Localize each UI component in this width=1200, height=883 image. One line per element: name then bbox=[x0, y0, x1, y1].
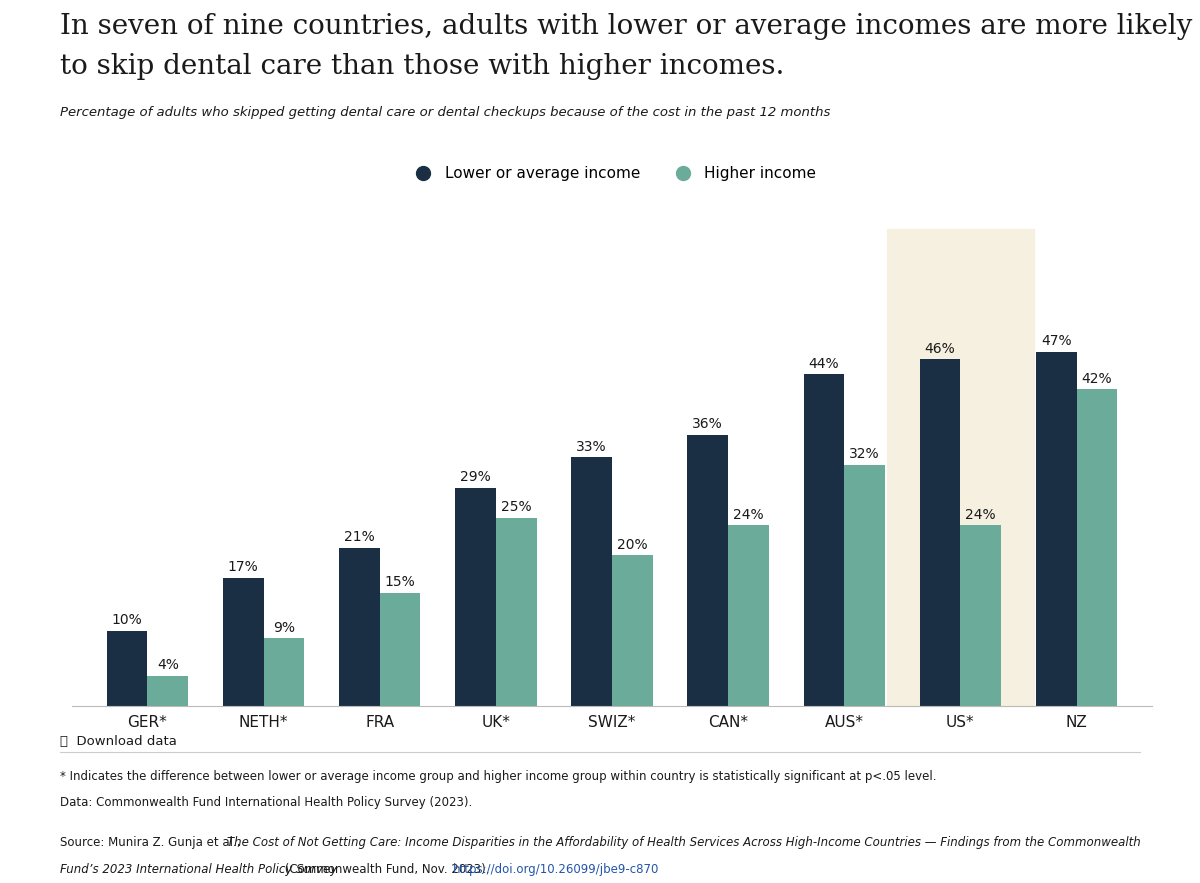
Text: 21%: 21% bbox=[344, 530, 374, 544]
Text: 44%: 44% bbox=[809, 357, 839, 371]
Bar bbox=[1076, 389, 1117, 706]
Text: 33%: 33% bbox=[576, 440, 607, 454]
Text: Fund’s 2023 International Health Policy Survey: Fund’s 2023 International Health Policy … bbox=[60, 863, 337, 876]
Text: 24%: 24% bbox=[733, 508, 763, 522]
Bar bbox=[845, 465, 884, 706]
Legend: Lower or average income, Higher income: Lower or average income, Higher income bbox=[408, 166, 816, 181]
Text: 46%: 46% bbox=[925, 342, 955, 356]
Text: 24%: 24% bbox=[965, 508, 996, 522]
Text: 47%: 47% bbox=[1040, 334, 1072, 348]
Text: 4%: 4% bbox=[157, 659, 179, 673]
Text: Percentage of adults who skipped getting dental care or dental checkups because : Percentage of adults who skipped getting… bbox=[60, 106, 830, 119]
Bar bbox=[340, 548, 379, 706]
Bar bbox=[148, 676, 188, 706]
Bar bbox=[1036, 351, 1076, 706]
Text: 29%: 29% bbox=[460, 470, 491, 484]
Bar bbox=[728, 525, 769, 706]
Text: 15%: 15% bbox=[385, 576, 415, 590]
Text: ⤓  Download data: ⤓ Download data bbox=[60, 735, 176, 748]
Bar bbox=[264, 638, 305, 706]
Bar bbox=[455, 487, 496, 706]
Bar bbox=[107, 631, 148, 706]
Text: https://doi.org/10.26099/jbe9-c870: https://doi.org/10.26099/jbe9-c870 bbox=[454, 863, 660, 876]
Bar bbox=[887, 230, 1033, 706]
Text: 36%: 36% bbox=[692, 417, 724, 431]
Bar bbox=[612, 555, 653, 706]
Text: Source: Munira Z. Gunja et al.,: Source: Munira Z. Gunja et al., bbox=[60, 836, 245, 849]
Bar bbox=[223, 578, 264, 706]
Text: 32%: 32% bbox=[850, 447, 880, 461]
Text: 9%: 9% bbox=[272, 621, 295, 635]
Bar bbox=[804, 374, 845, 706]
Text: 10%: 10% bbox=[112, 613, 143, 627]
Bar bbox=[496, 517, 536, 706]
Text: The Cost of Not Getting Care: Income Disparities in the Affordability of Health : The Cost of Not Getting Care: Income Dis… bbox=[227, 836, 1141, 849]
Bar bbox=[571, 457, 612, 706]
Bar bbox=[960, 525, 1001, 706]
Text: (Commonwealth Fund, Nov. 2023).: (Commonwealth Fund, Nov. 2023). bbox=[281, 863, 493, 876]
Bar bbox=[688, 434, 728, 706]
Text: 25%: 25% bbox=[500, 500, 532, 514]
Text: 17%: 17% bbox=[228, 561, 259, 574]
Text: Data: Commonwealth Fund International Health Policy Survey (2023).: Data: Commonwealth Fund International He… bbox=[60, 796, 473, 810]
Bar bbox=[919, 359, 960, 706]
Text: In seven of nine countries, adults with lower or average incomes are more likely: In seven of nine countries, adults with … bbox=[60, 13, 1193, 41]
Text: 42%: 42% bbox=[1081, 372, 1112, 386]
Text: 20%: 20% bbox=[617, 538, 648, 552]
Text: to skip dental care than those with higher incomes.: to skip dental care than those with high… bbox=[60, 53, 785, 80]
Bar bbox=[379, 593, 420, 706]
Text: * Indicates the difference between lower or average income group and higher inco: * Indicates the difference between lower… bbox=[60, 770, 936, 783]
